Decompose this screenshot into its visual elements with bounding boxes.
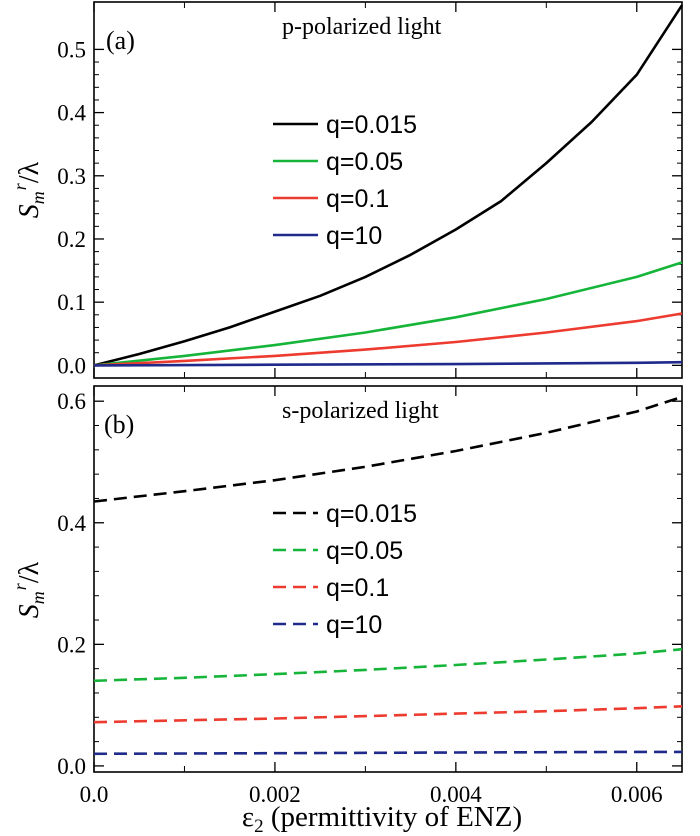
panel-b-legend: q=0.015 q=0.05 q=0.1 q=10 [273, 500, 417, 639]
panel-b-frame [93, 385, 683, 773]
y-tick-label: 0.1 [57, 290, 86, 315]
y-tick-label: 0.6 [57, 389, 86, 414]
x-tick-label: 0.006 [611, 782, 663, 807]
panel-a-ticks: 0.0 0.1 0.2 0.3 0.4 0.5 [57, 2, 682, 378]
x-tick-label: 0.002 [249, 782, 301, 807]
x-tick-label: 0.004 [430, 782, 482, 807]
panel-b-series [93, 395, 683, 756]
x-tick-label: 0.0 [80, 782, 109, 807]
series-line-q=0.015 [93, 4, 684, 367]
series-line-q=0.1 [93, 705, 683, 724]
y-tick-label: 0.3 [57, 164, 86, 189]
panel-a: 0.0 0.1 0.2 0.3 0.4 0.5 (a) p-polarized light… [10, 1, 684, 379]
series-line-q=10 [93, 360, 683, 367]
legend-label: q=0.05 [326, 148, 403, 176]
panel-a-title: p-polarized light [282, 14, 442, 40]
panel-a-ylabel: Smr/λ [10, 161, 48, 218]
series-line-q=0.05 [93, 261, 683, 367]
y-tick-label: 0.0 [57, 353, 86, 378]
legend-label: q=0.015 [326, 111, 417, 139]
legend-label: q=10 [326, 222, 382, 250]
panel-b-ylabel: Smr/λ [10, 561, 48, 618]
series-line-q=0.1 [93, 312, 683, 367]
y-tick-label: 0.4 [57, 511, 86, 536]
panel-a-frame [93, 1, 683, 379]
y-tick-label: 0.2 [57, 227, 86, 252]
legend-label: q=0.015 [326, 500, 417, 528]
legend-label: q=0.05 [326, 537, 403, 565]
x-axis-label: ε2 (permittivity of ENZ) [242, 801, 522, 836]
panel-b-label: (b) [104, 410, 134, 439]
y-tick-label: 0.4 [57, 101, 86, 126]
panel-b-title: s-polarized light [282, 398, 439, 424]
panel-a-series [93, 4, 684, 367]
y-tick-label: 0.5 [57, 37, 86, 62]
panel-b: 0.0 0.2 0.4 0.6 0.0 0.002 0.004 0.006 (b) s-pol… [10, 385, 683, 807]
panel-a-legend: q=0.015 q=0.05 q=0.1 q=10 [273, 111, 417, 250]
series-line-q=0.015 [93, 395, 683, 503]
series-line-q=0.05 [93, 647, 683, 683]
series-line-q=10 [93, 750, 682, 756]
y-tick-label: 0.2 [57, 632, 86, 657]
legend-label: q=10 [326, 611, 382, 639]
panel-a-label: (a) [106, 26, 135, 55]
panel-b-ticks: 0.0 0.2 0.4 0.6 0.0 0.002 0.004 0.006 [57, 386, 682, 807]
legend-label: q=0.1 [326, 574, 389, 602]
legend-label: q=0.1 [326, 185, 389, 213]
y-tick-label: 0.0 [57, 754, 86, 779]
